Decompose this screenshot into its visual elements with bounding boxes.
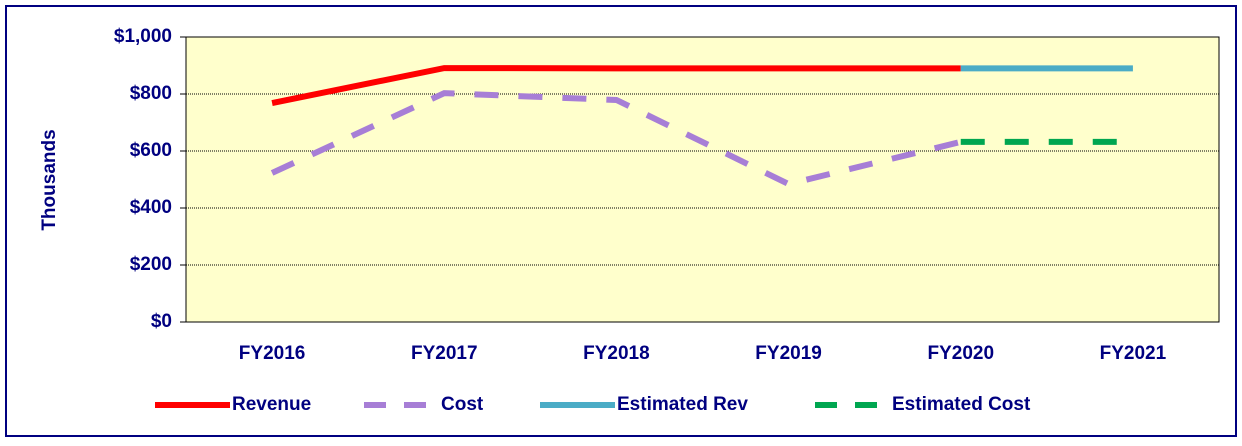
y-tick-label: $800 [130,83,172,104]
y-axis-label: Thousands [39,129,60,230]
series-line [271,65,961,107]
y-tick-label: $1,000 [114,26,172,47]
legend-label: Estimated Cost [892,394,1031,415]
y-tick-label: $200 [130,254,172,275]
legend-label: Revenue [232,394,311,415]
x-tick-label: FY2019 [755,343,822,364]
plot-area [185,36,1220,323]
y-tick-label: $400 [130,197,172,218]
x-tick-label: FY2021 [1100,343,1167,364]
legend-label: Cost [441,394,484,415]
x-tick-label: FY2016 [239,343,306,364]
x-tick-label: FY2017 [411,343,478,364]
x-tick-label: FY2018 [583,343,650,364]
series-line [270,90,962,188]
x-tick-label: FY2020 [927,343,994,364]
legend-label: Estimated Rev [617,394,748,415]
y-tick-label: $600 [130,140,172,161]
y-tick-label: $0 [151,311,172,332]
